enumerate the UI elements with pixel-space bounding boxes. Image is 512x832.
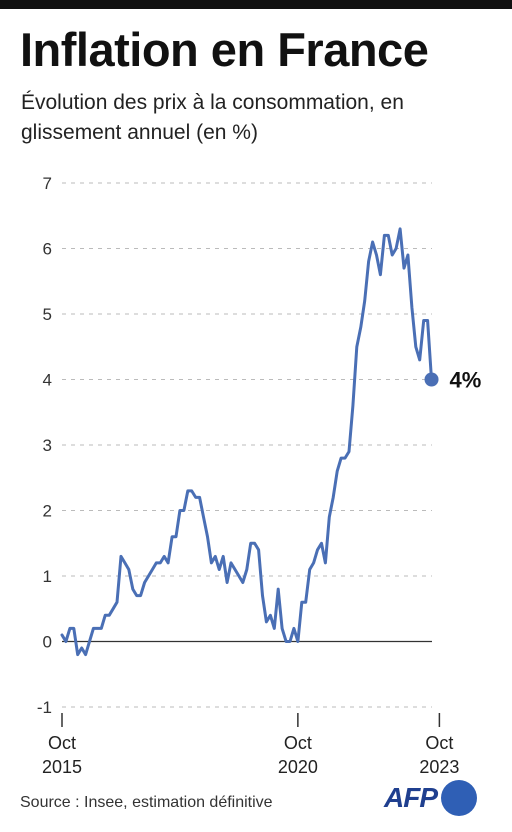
y-tick-label: 3: [43, 436, 52, 455]
y-tick-label: 4: [43, 371, 52, 390]
y-tick-label: -1: [37, 698, 52, 717]
source-note: Source : Insee, estimation définitive: [20, 794, 273, 811]
y-tick-label: 1: [43, 567, 52, 586]
afp-logo-text: AFP: [384, 782, 438, 813]
y-tick-label: 2: [43, 502, 52, 521]
x-tick-label: 2020: [278, 757, 318, 777]
y-tick-label: 7: [43, 174, 52, 193]
top-bar: [0, 0, 512, 9]
afp-logo: AFP: [384, 780, 477, 816]
inflation-series-line: [60, 227, 433, 657]
y-tick-label: 6: [43, 240, 52, 259]
y-tick-label: 5: [43, 305, 52, 324]
chart-subtitle: Évolution des prix à la consommation, en…: [21, 91, 404, 144]
end-value-label: 4%: [450, 368, 482, 393]
x-tick-label: 2023: [419, 757, 459, 777]
x-tick-label: 2015: [42, 757, 82, 777]
chart-title: Inflation en France: [20, 23, 429, 76]
x-tick-label: Oct: [48, 733, 76, 753]
afp-logo-dot: [441, 780, 477, 816]
x-tick-label: Oct: [425, 733, 453, 753]
end-point-marker: [424, 372, 439, 387]
y-tick-label: 0: [43, 633, 52, 652]
x-tick-label: Oct: [284, 733, 312, 753]
